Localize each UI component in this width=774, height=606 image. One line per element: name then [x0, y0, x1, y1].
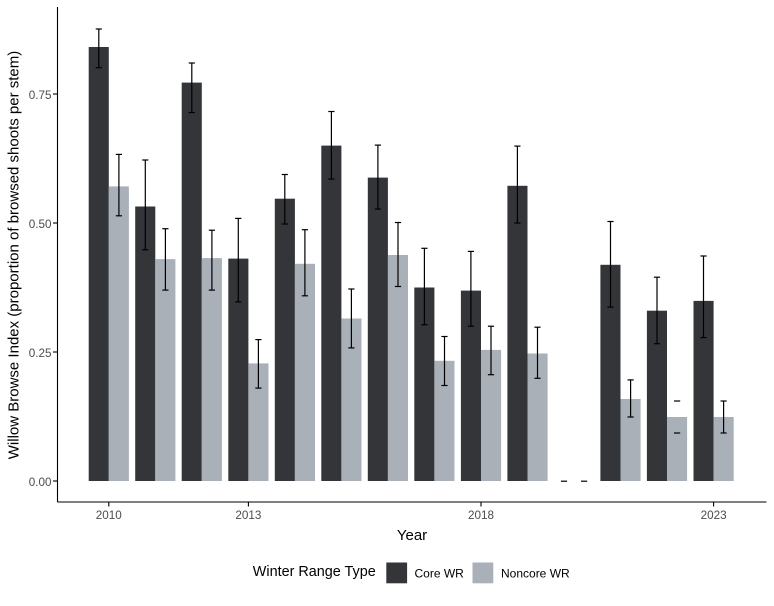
- svg-text:Noncore WR: Noncore WR: [501, 567, 570, 581]
- svg-text:Core WR: Core WR: [415, 567, 465, 581]
- svg-text:Year: Year: [397, 527, 427, 544]
- svg-text:Winter Range Type: Winter Range Type: [253, 564, 376, 580]
- svg-text:0.00: 0.00: [29, 476, 52, 489]
- svg-text:Willow Browse Index (proportio: Willow Browse Index (proportion of brows…: [6, 51, 23, 460]
- svg-text:2013: 2013: [235, 509, 261, 522]
- svg-text:2018: 2018: [468, 509, 494, 522]
- svg-text:2023: 2023: [701, 509, 727, 522]
- svg-text:2010: 2010: [96, 509, 123, 522]
- svg-text:0.75: 0.75: [29, 89, 52, 102]
- svg-text:0.50: 0.50: [29, 218, 52, 231]
- svg-text:0.25: 0.25: [29, 347, 52, 360]
